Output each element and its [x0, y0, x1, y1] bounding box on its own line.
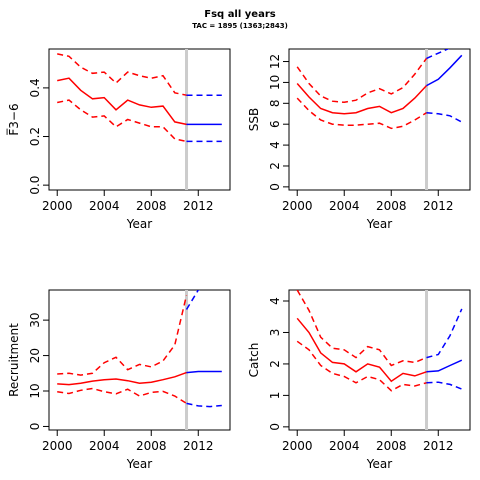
plot-frame	[48, 289, 231, 431]
x-tick-label: 2000	[282, 199, 313, 213]
forecast-dashed-line	[426, 111, 463, 123]
y-axis-label: Recruitment	[7, 323, 21, 397]
y-tick-label: 4	[268, 297, 282, 305]
panel-top-right: 2000 2004 2008 2012 0 2 4 6 8 10 12 Year SSB	[247, 48, 471, 231]
y-tick-label: 0.4	[28, 78, 42, 97]
x-tick-label: 2012	[183, 199, 214, 213]
y-tick-label: 2	[268, 162, 282, 170]
forecast-solid-line	[426, 359, 463, 373]
y-tick-label: 20	[28, 348, 42, 363]
x-axis-label: Year	[126, 217, 152, 231]
forecast-solid-line	[426, 54, 463, 87]
historic-dashed-line	[57, 295, 188, 376]
y-tick-label: 0	[28, 423, 42, 431]
x-tick-label: 2008	[376, 199, 407, 213]
historic-dashed-line	[57, 53, 187, 96]
x-tick-label: 2008	[136, 439, 167, 453]
historic-dashed-line	[57, 387, 187, 405]
x-tick-label: 2012	[423, 439, 454, 453]
series-group	[296, 49, 463, 130]
y-tick-label: 0.2	[28, 127, 42, 146]
y-axis-label: Catch	[247, 343, 261, 378]
y-axis-label: SSB	[247, 108, 261, 131]
historic-solid-line	[57, 371, 187, 386]
historic-dashed-line	[57, 99, 187, 143]
x-tick-label: 2008	[136, 199, 167, 213]
y-tick-label: 10	[268, 75, 282, 90]
y-tick-label: 0.0	[28, 176, 42, 195]
figure-subtitle: TAC = 1895 (1363;2843)	[192, 22, 288, 30]
y-tick-label: 12	[268, 54, 282, 69]
series-group	[57, 290, 222, 408]
x-tick-label: 2008	[376, 439, 407, 453]
x-axis-label: Year	[126, 457, 152, 471]
x-axis-label: Year	[366, 457, 392, 471]
forecast-dashed-line	[186, 402, 222, 408]
historic-dashed-line	[296, 97, 427, 130]
series-group	[57, 53, 222, 143]
y-axis-label: F̅3−6	[6, 103, 21, 135]
y-tick-label: 4	[268, 141, 282, 149]
historic-solid-line	[296, 83, 428, 115]
x-axis-label: Year	[366, 217, 392, 231]
y-tick-label: 1	[268, 392, 282, 400]
forecast-solid-line	[186, 370, 222, 374]
panel-bottom-left: 2000 2004 2008 2012 0 10 20 30 Year Recruitment	[7, 289, 231, 471]
y-tick-label: 10	[28, 383, 42, 398]
figure-title: Fsq all years	[204, 9, 276, 20]
plot-frame	[288, 48, 471, 191]
y-tick-label: 0	[268, 183, 282, 191]
historic-solid-line	[296, 317, 427, 383]
y-tick-label: 30	[28, 312, 42, 327]
forecast-dashed-line	[185, 290, 201, 310]
forecast-dashed-line	[426, 381, 463, 390]
x-tick-label: 2000	[42, 199, 73, 213]
forecast-dashed-line	[426, 308, 463, 359]
x-tick-label: 2004	[89, 439, 120, 453]
plot-frame	[288, 289, 471, 431]
y-tick-label: 2	[268, 360, 282, 368]
x-tick-label: 2012	[423, 199, 454, 213]
forecast-dashed-line	[426, 49, 450, 60]
plot-frame	[48, 48, 231, 191]
x-tick-label: 2000	[42, 439, 73, 453]
x-tick-label: 2004	[329, 439, 360, 453]
y-tick-label: 8	[268, 99, 282, 107]
historic-dashed-line	[296, 340, 427, 392]
series-group	[296, 290, 463, 392]
y-tick-label: 6	[268, 120, 282, 128]
y-tick-label: 3	[268, 329, 282, 337]
historic-dashed-line	[296, 57, 428, 104]
panel-top-left: 2000 2004 2008 2012 0.0 0.2 0.4 Year F̅3−6	[6, 48, 231, 231]
x-tick-label: 2004	[329, 199, 360, 213]
y-tick-label: 0	[268, 423, 282, 431]
x-tick-label: 2012	[183, 439, 214, 453]
x-tick-label: 2000	[282, 439, 313, 453]
historic-dashed-line	[296, 290, 427, 367]
historic-solid-line	[57, 77, 187, 126]
x-tick-label: 2004	[89, 199, 120, 213]
